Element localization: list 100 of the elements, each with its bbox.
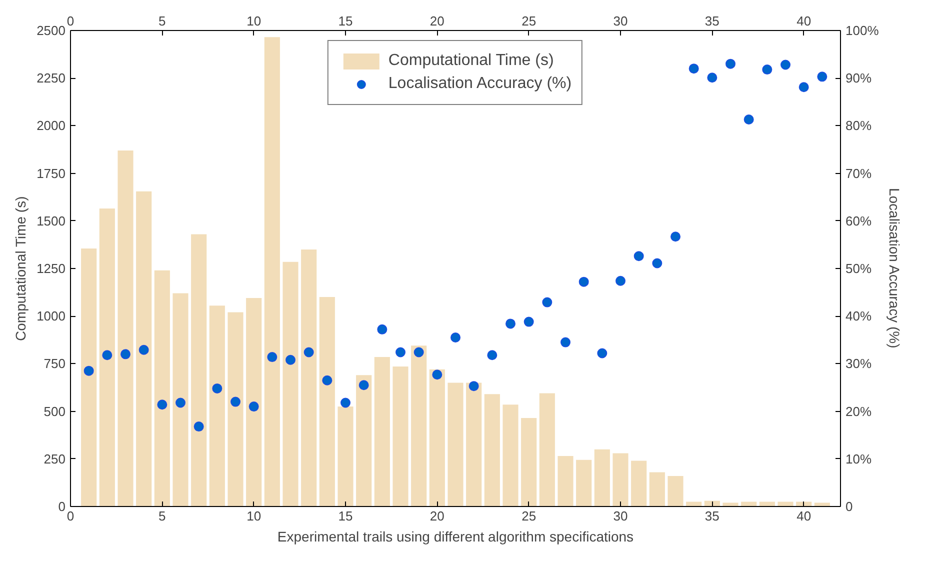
x2-tick-label: 10 (246, 508, 262, 524)
x-tick-label: 40 (796, 14, 812, 28)
point (230, 396, 240, 407)
bar (502, 404, 518, 506)
point (762, 64, 772, 75)
point (707, 72, 718, 83)
point (578, 276, 589, 287)
bar (392, 366, 408, 506)
bar (154, 270, 170, 506)
x-tick-label: 35 (704, 14, 720, 28)
y-tick-label: 1750 (36, 166, 66, 181)
y-tick-label: 2250 (36, 70, 66, 86)
x-axis-title: Experimental trails using different algorithm specifications (277, 528, 634, 544)
legend-label: Localisation Accuracy (%) (388, 75, 572, 93)
bar (741, 502, 757, 506)
point (377, 324, 388, 334)
point (744, 114, 754, 125)
bar (319, 297, 335, 506)
point (120, 349, 130, 360)
y-tick-label: 2000 (36, 118, 66, 134)
y-tick-label: 1500 (36, 213, 66, 228)
y-tick-label: 0 (58, 499, 66, 514)
x-tick-label: 30 (613, 14, 628, 28)
point (817, 72, 828, 82)
bar (411, 346, 427, 506)
x-tick-label: 5 (158, 14, 166, 28)
y-tick-label: 500 (44, 404, 66, 419)
point (304, 347, 314, 358)
bar (722, 502, 738, 506)
x2-tick-label: 40 (796, 508, 812, 524)
point (157, 400, 168, 410)
bar (356, 375, 372, 506)
bar (631, 460, 647, 506)
bar (301, 249, 317, 506)
y-tick-label: 2500 (36, 23, 66, 38)
point (560, 337, 570, 348)
point (212, 383, 222, 394)
point (102, 350, 112, 360)
bar (99, 208, 115, 506)
point (432, 370, 442, 380)
y2-tick-label: 80% (846, 118, 872, 134)
point (616, 276, 626, 286)
y2-tick-label: 0 (846, 499, 853, 514)
point (396, 347, 406, 358)
bar (778, 502, 794, 506)
point (688, 64, 699, 74)
point (726, 58, 736, 69)
y2-axis-title: Localisation Accuracy (%) (886, 188, 903, 348)
bar (668, 476, 684, 506)
bar (814, 502, 830, 506)
bar (539, 393, 555, 506)
y2-tick-label: 40% (846, 308, 872, 324)
point (506, 318, 516, 329)
point (542, 297, 552, 308)
bar (118, 150, 134, 506)
bar (576, 460, 592, 506)
bar (246, 298, 262, 506)
x-tick-label: 15 (338, 14, 353, 28)
point (524, 316, 534, 327)
point (634, 251, 644, 262)
point (487, 350, 498, 360)
y2-tick-label: 90% (846, 70, 872, 86)
y2-tick-label: 20% (846, 404, 872, 419)
bar (649, 472, 665, 506)
y2-tick-label: 50% (846, 261, 872, 276)
legend-label: Computational Time (s) (388, 52, 554, 70)
y-tick-label: 1000 (36, 308, 66, 324)
point (597, 348, 608, 358)
point (414, 347, 424, 358)
point (322, 375, 332, 386)
x2-tick-label: 5 (158, 508, 166, 524)
bar (594, 449, 610, 506)
x-tick-label: 25 (522, 14, 536, 28)
bar (612, 453, 628, 506)
bar (209, 306, 225, 506)
y-tick-label: 750 (44, 356, 66, 372)
point (84, 366, 94, 376)
point (450, 332, 460, 343)
point (176, 398, 186, 408)
bar (429, 369, 445, 506)
point (652, 258, 662, 268)
point (798, 82, 809, 92)
bar (374, 357, 390, 506)
point (138, 344, 149, 355)
point (468, 381, 479, 392)
bar (81, 248, 97, 506)
bar (172, 293, 188, 506)
bar (448, 382, 464, 506)
y2-tick-label: 30% (846, 356, 872, 372)
bar (338, 406, 354, 506)
y2-tick-label: 70% (846, 166, 872, 181)
bar (484, 394, 500, 506)
y2-tick-label: 60% (846, 213, 872, 228)
bar (521, 418, 537, 506)
bar (282, 262, 298, 506)
x2-tick-label: 35 (704, 508, 720, 524)
y-tick-label: 1250 (36, 261, 66, 276)
x2-tick-label: 25 (522, 508, 536, 524)
x-tick-label: 10 (246, 14, 262, 28)
bar (228, 312, 244, 506)
